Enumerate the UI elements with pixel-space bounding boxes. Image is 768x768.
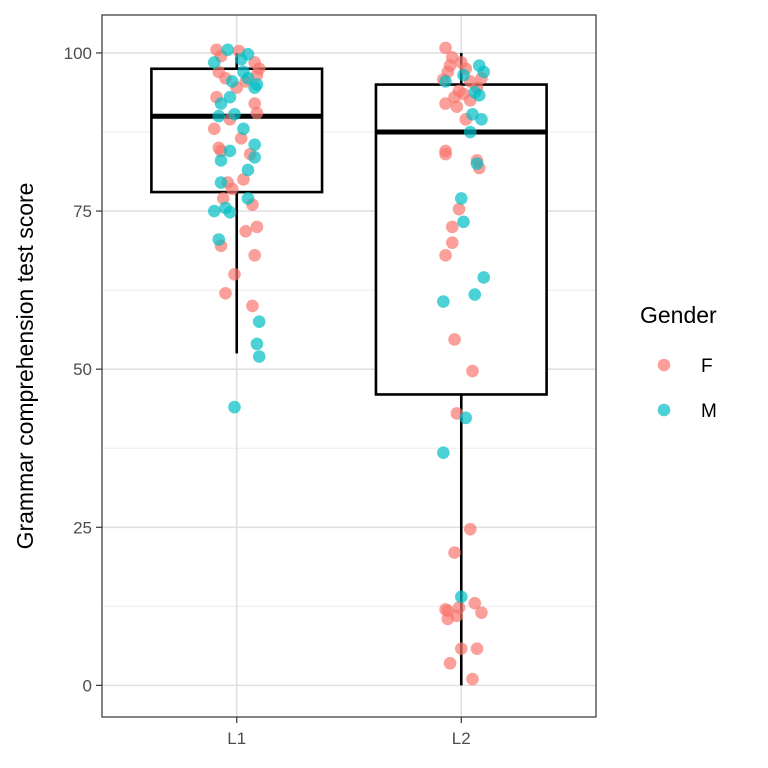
data-point [252,350,266,363]
box-L2 [374,83,548,396]
x-tick-label: L2 [452,729,471,748]
data-point [248,249,261,262]
data-point [221,43,235,57]
data-point [248,150,261,164]
data-point [237,173,250,186]
data-point [248,97,261,110]
data-point [450,100,464,114]
data-point [212,233,226,246]
data-point [214,97,228,110]
data-point [454,590,468,604]
legend-label-F: F [701,356,713,377]
data-point [252,315,266,329]
data-point [223,90,237,104]
data-point [445,220,459,234]
data-point [250,220,264,234]
data-point [466,672,479,686]
data-point [225,75,239,88]
data-point [207,204,221,218]
panel-border [101,14,597,718]
data-point [457,215,470,229]
data-point [234,132,248,145]
data-point [228,107,241,121]
data-point [241,163,255,177]
data-point [223,144,237,158]
axes: 0 25 50 75 100 L1 L2 [64,44,471,748]
data-point [463,125,477,139]
data-point [463,522,477,536]
y-tick-label: 100 [64,44,92,63]
data-point [466,364,479,378]
data-point [437,295,450,308]
data-point [228,400,241,414]
data-point [437,446,450,459]
x-tick-label: L1 [227,729,246,748]
data-point [475,113,488,126]
legend: Gender F M [640,302,717,422]
data-point [477,271,491,284]
data-point [250,106,264,120]
data-point [475,606,488,619]
data-point [250,337,264,351]
data-point [459,411,473,425]
data-point [237,122,250,136]
data-point [445,236,459,249]
data-point [454,192,468,205]
data-point [216,192,230,205]
data-point [439,97,452,110]
data-point [439,41,452,55]
data-point [439,249,452,262]
data-point [448,90,461,104]
legend-title: Gender [640,302,717,328]
data-point [248,81,261,95]
data-point [470,157,484,170]
boxplots [150,52,548,686]
data-point [457,68,470,82]
data-point [212,109,226,123]
y-tick-label: 25 [73,518,92,537]
legend-key-M [657,403,671,417]
data-point [468,596,482,610]
data-point [468,288,482,301]
data-point [241,192,255,205]
y-axis-title: Grammar comprehension test score [12,183,38,550]
data-point [248,138,261,151]
data-point [225,182,239,196]
legend-key-F [657,358,671,372]
y-tick-label: 0 [83,676,92,695]
data-point [439,75,452,88]
data-point [214,144,228,158]
data-point [241,71,255,85]
data-point [228,267,241,281]
legend-label-M: M [701,401,717,422]
jitter-points [207,41,491,686]
data-point [219,286,232,300]
data-point [448,546,461,559]
data-point [223,206,237,219]
data-point [477,65,491,79]
data-point [472,89,486,102]
data-point [470,642,484,655]
data-point [214,154,228,167]
y-tick-label: 75 [73,202,92,221]
data-point [207,56,221,69]
data-point [454,642,468,655]
data-point [448,333,461,346]
data-point [239,224,253,238]
data-point [214,176,228,189]
data-point [452,202,466,216]
data-point [441,612,455,626]
data-point [439,147,452,161]
data-point [443,656,457,670]
data-point [207,122,221,136]
y-tick-label: 50 [73,360,92,379]
data-point [234,52,248,66]
data-point [246,299,259,313]
